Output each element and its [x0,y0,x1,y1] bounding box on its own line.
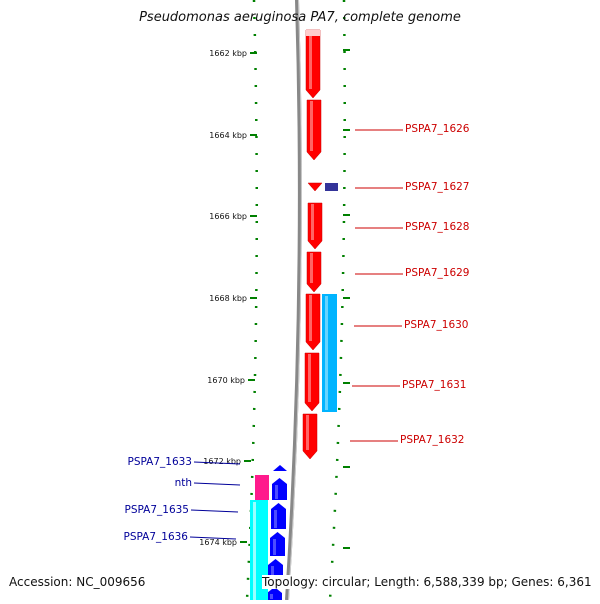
gene-shine [310,101,313,151]
purple-feature [325,183,338,191]
right-gene-label: PSPA7_1628 [405,221,470,233]
gene-shine [306,415,309,450]
left-label-leader [193,461,241,465]
left-label-leader [189,536,237,540]
right-gene-label: PSPA7_1632 [400,434,465,446]
ruler-kbp-label: 1664 kbp [209,131,247,140]
left-gene-label: PSPA7_1635 [125,504,190,516]
right-gene-label: PSPA7_1626 [405,123,470,135]
genome-backbone-highlight [288,0,302,601]
gene-shine [270,594,273,599]
gene-shine [274,510,277,528]
ruler-kbp-label: 1672 kbp [203,457,241,466]
right-gene-label: PSPA7_1629 [405,267,470,279]
ruler-kbp-label: 1674 kbp [199,538,237,547]
gene-shine [309,295,312,341]
gene-shine [309,31,312,89]
left-gene-label: nth [175,477,192,489]
reverse-gene-arrow [273,465,287,471]
ruler-kbp-label: 1666 kbp [209,212,247,221]
left-label-leader [190,509,239,513]
forward-gene-arrow [307,182,323,192]
genome-backbone [285,0,302,601]
reverse-gene-arrow [272,478,287,500]
right-gene-label: PSPA7_1631 [402,379,467,391]
light-blue-feature [322,294,337,412]
ruler-kbp-label: 1668 kbp [209,294,247,303]
forward-gene-arrow [306,99,322,161]
forward-gene-arrow [304,352,320,412]
gene-shine [310,253,313,283]
gene-shine [311,204,314,240]
gene-shine [308,354,311,402]
gene-shine [273,539,276,555]
right-gene-label: PSPA7_1627 [405,181,470,193]
reverse-gene-arrow [271,503,286,529]
ruler-kbp-label: 1662 kbp [209,49,247,58]
forward-gene-arrow [302,413,318,460]
forward-gene-arrow [305,29,321,99]
genome-summary-text: Topology: circular; Length: 6,588,339 bp… [262,575,592,589]
gene-top-strip [306,30,320,36]
forward-gene-arrow [305,293,321,351]
left-gene-label: PSPA7_1633 [128,456,193,468]
left-label-leader [193,482,241,486]
accession-text: Accession: NC_009656 [9,575,146,589]
forward-gene-arrow [307,202,323,250]
ruler-kbp-label: 1670 kbp [207,376,245,385]
genome-title: Pseudomonas aeruginosa PA7, complete gen… [139,10,461,25]
right-gene-label: PSPA7_1630 [404,319,469,331]
gene-shine [275,485,278,499]
forward-gene-arrow [306,251,322,293]
left-gene-label: PSPA7_1636 [124,531,189,543]
cyan-feature-shine [253,502,256,600]
pink-feature [255,475,269,500]
reverse-gene-arrow [270,532,285,556]
light-blue-feature-shine [325,296,328,410]
